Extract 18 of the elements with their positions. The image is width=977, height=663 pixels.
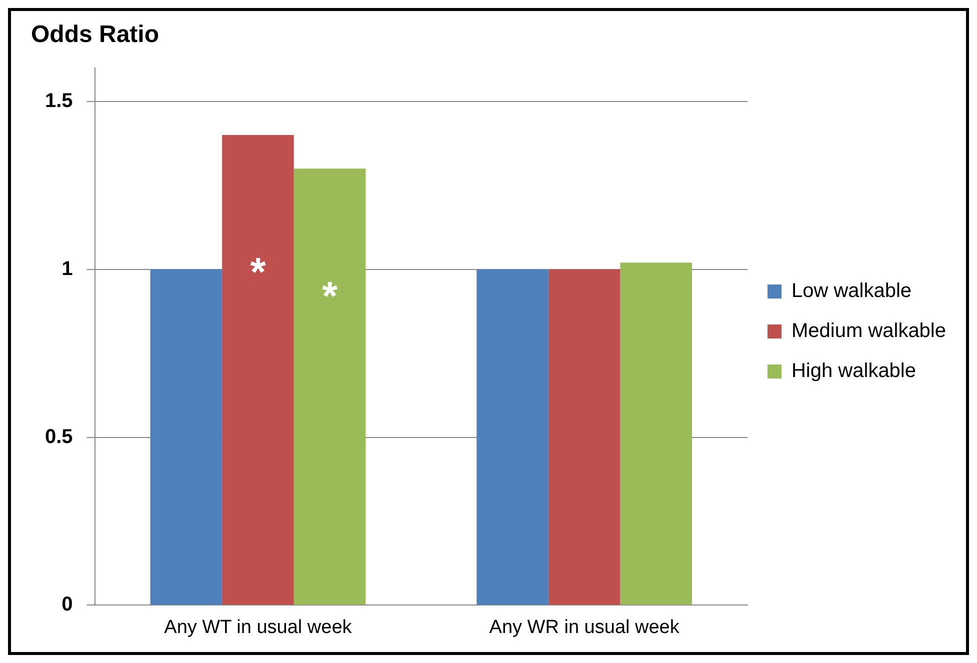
bar <box>150 269 222 605</box>
bar <box>548 269 620 605</box>
y-tick-label: 0 <box>62 594 73 616</box>
bar <box>294 168 366 605</box>
bar <box>476 269 548 605</box>
y-tick-label: 1.5 <box>44 90 73 112</box>
x-tick-label: Any WT in usual week <box>164 616 352 638</box>
chart-title: Odds Ratio <box>31 21 160 48</box>
data-label: * <box>250 250 266 295</box>
bar <box>620 262 692 605</box>
y-tick-label: 0.5 <box>44 426 73 448</box>
x-tick-label: Any WR in usual week <box>489 616 680 638</box>
data-label: * <box>322 274 338 319</box>
legend-label: Low walkable <box>791 280 912 302</box>
y-tick-label: 1 <box>62 258 73 280</box>
legend-label: High walkable <box>791 360 916 382</box>
legend-label: Medium walkable <box>791 320 946 342</box>
bar <box>222 134 294 605</box>
